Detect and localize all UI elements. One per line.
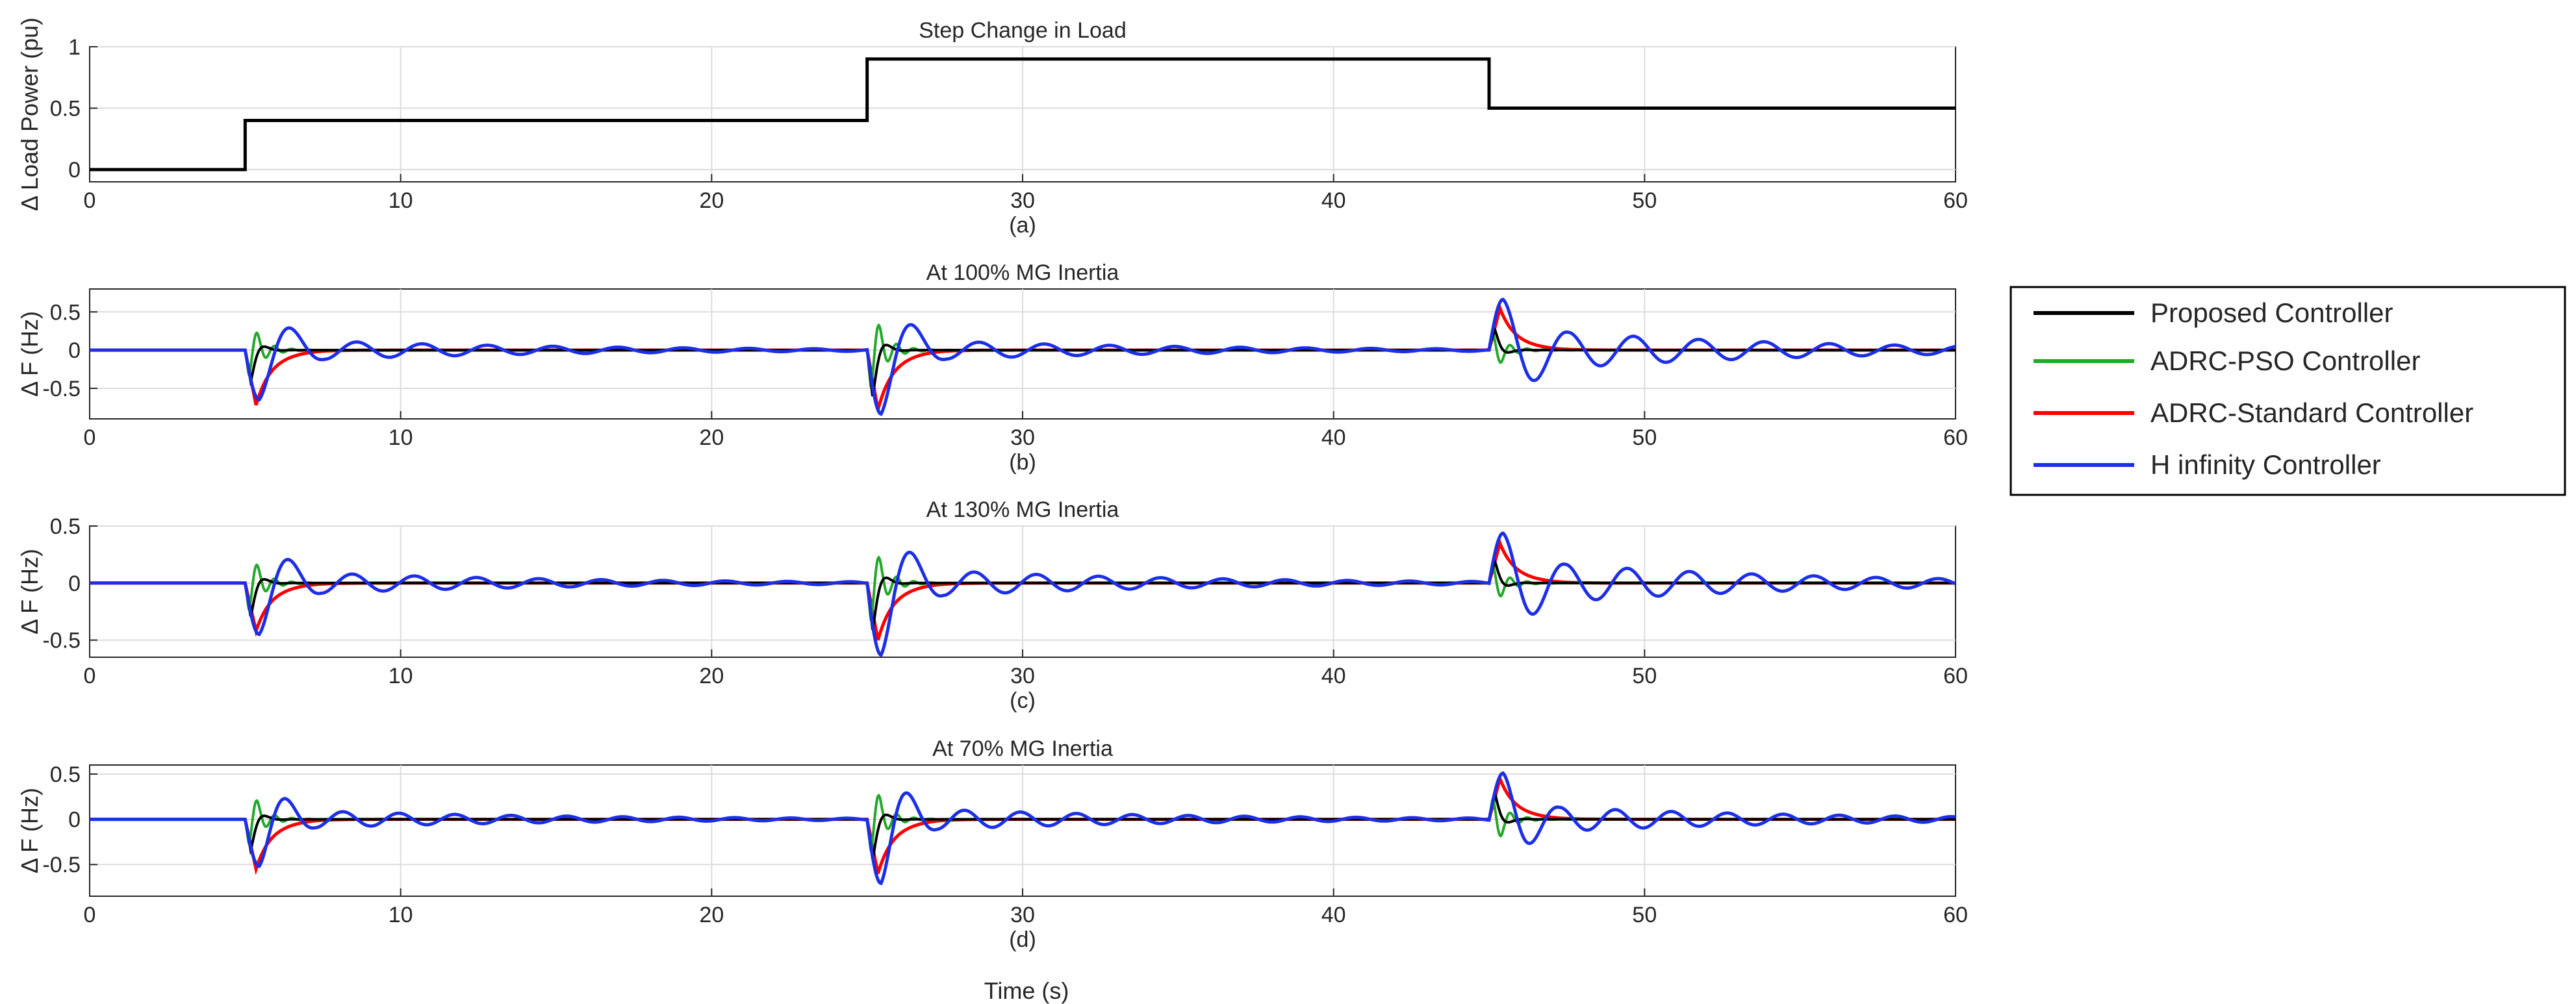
x-tick-label: 40 (1321, 425, 1346, 450)
x-tick-label: 40 (1321, 903, 1346, 927)
y-tick-label: 0.5 (50, 300, 81, 325)
x-tick-label: 20 (699, 425, 724, 450)
y-tick-label: 0.5 (50, 97, 81, 121)
series-line-h-infinity (90, 771, 1956, 886)
x-tick-label: 60 (1943, 664, 1968, 688)
x-tick-label: 10 (389, 664, 413, 688)
x-tick-label: 0 (84, 188, 96, 213)
y-axis-label: Δ F (Hz) (16, 788, 43, 873)
y-axis-label: Δ F (Hz) (16, 311, 43, 397)
x-tick-label: 50 (1632, 188, 1657, 213)
plot-area (90, 771, 1956, 886)
x-tick-label: 20 (699, 903, 724, 927)
series-line-proposed (90, 788, 1956, 860)
series-line-h-infinity (90, 297, 1956, 416)
x-tick-label: 40 (1321, 188, 1346, 213)
x-tick-label: 30 (1010, 425, 1035, 450)
series-line-load-step (90, 57, 1956, 171)
plot-area (90, 531, 1956, 657)
y-tick-label: -0.5 (42, 377, 81, 401)
panel-caption: (b) (1009, 450, 1036, 475)
y-tick-label: 0 (68, 158, 81, 182)
y-axis-label: Δ F (Hz) (16, 549, 43, 634)
series-line-h-infinity (90, 531, 1956, 657)
y-tick-label: 0 (68, 338, 81, 363)
x-tick-label: 60 (1943, 425, 1968, 450)
plot-area (90, 57, 1956, 171)
legend: Proposed Controller ADRC-PSO Controller … (2009, 286, 2566, 496)
x-tick-label: 50 (1632, 664, 1657, 688)
panel-caption: (a) (1009, 213, 1036, 238)
panel-a: 0 10 20 30 40 50 60 0 0.5 1 Step Change in Load (a)… (16, 18, 1968, 238)
legend-label-proposed: Proposed Controller (2150, 297, 2393, 328)
y-tick-label: 0 (68, 808, 81, 833)
panel-title: Step Change in Load (919, 18, 1126, 43)
legend-label-h-infinity: H infinity Controller (2150, 449, 2381, 480)
panel-title: At 100% MG Inertia (926, 260, 1119, 285)
legend-box (2009, 286, 2566, 496)
x-tick-label: 10 (389, 188, 413, 213)
x-tick-label: 0 (84, 664, 96, 688)
legend-label-adrc-standard: ADRC-Standard Controller (2150, 397, 2473, 428)
x-tick-label: 0 (84, 903, 96, 927)
x-tick-label: 50 (1632, 425, 1657, 450)
panel-c: 0 10 20 30 40 50 60-0.500.5At 130% MG Inertia(… (16, 497, 1968, 713)
x-tick-label: 20 (699, 664, 724, 688)
panel-caption: (c) (1010, 688, 1036, 713)
x-tick-label: 0 (84, 425, 96, 450)
x-tick-label: 10 (389, 425, 413, 450)
panel-caption: (d) (1009, 927, 1036, 952)
x-tick-label: 20 (699, 188, 724, 213)
x-tick-label: 60 (1943, 903, 1968, 927)
y-tick-label: -0.5 (42, 853, 81, 877)
y-tick-label: 1 (68, 35, 81, 60)
x-axis-label: Time (s) (984, 977, 1069, 1004)
y-axis-label: Δ Load Power (pu) (16, 18, 43, 211)
legend-label-adrc-pso: ADRC-PSO Controller (2150, 345, 2420, 376)
panel-title: At 70% MG Inertia (932, 736, 1113, 761)
panels: 0 10 20 30 40 50 60 0 0.5 1 Step Change in Load (a)… (16, 18, 1968, 952)
y-tick-label: -0.5 (42, 629, 81, 653)
x-tick-label: 30 (1010, 903, 1035, 927)
x-tick-label: 40 (1321, 664, 1346, 688)
y-tick-label: 0.5 (50, 762, 81, 787)
y-tick-label: 0 (68, 571, 81, 596)
panel-b: 0 10 20 30 40 50 60-0.500.5At 100% MG Inertia(… (16, 260, 1968, 475)
x-tick-label: 60 (1943, 188, 1968, 213)
plot-area (90, 297, 1956, 416)
x-tick-label: 10 (389, 903, 413, 927)
panel-title: At 130% MG Inertia (926, 497, 1119, 522)
x-tick-label: 30 (1010, 188, 1035, 213)
x-tick-label: 50 (1632, 903, 1657, 927)
y-tick-label: 0.5 (50, 514, 81, 539)
panel-d: 0 10 20 30 40 50 60 -0.5 0 0.5 At 70% MG Inertia (d… (16, 736, 1968, 952)
x-tick-label: 30 (1010, 664, 1035, 688)
series-line-proposed (90, 325, 1956, 397)
